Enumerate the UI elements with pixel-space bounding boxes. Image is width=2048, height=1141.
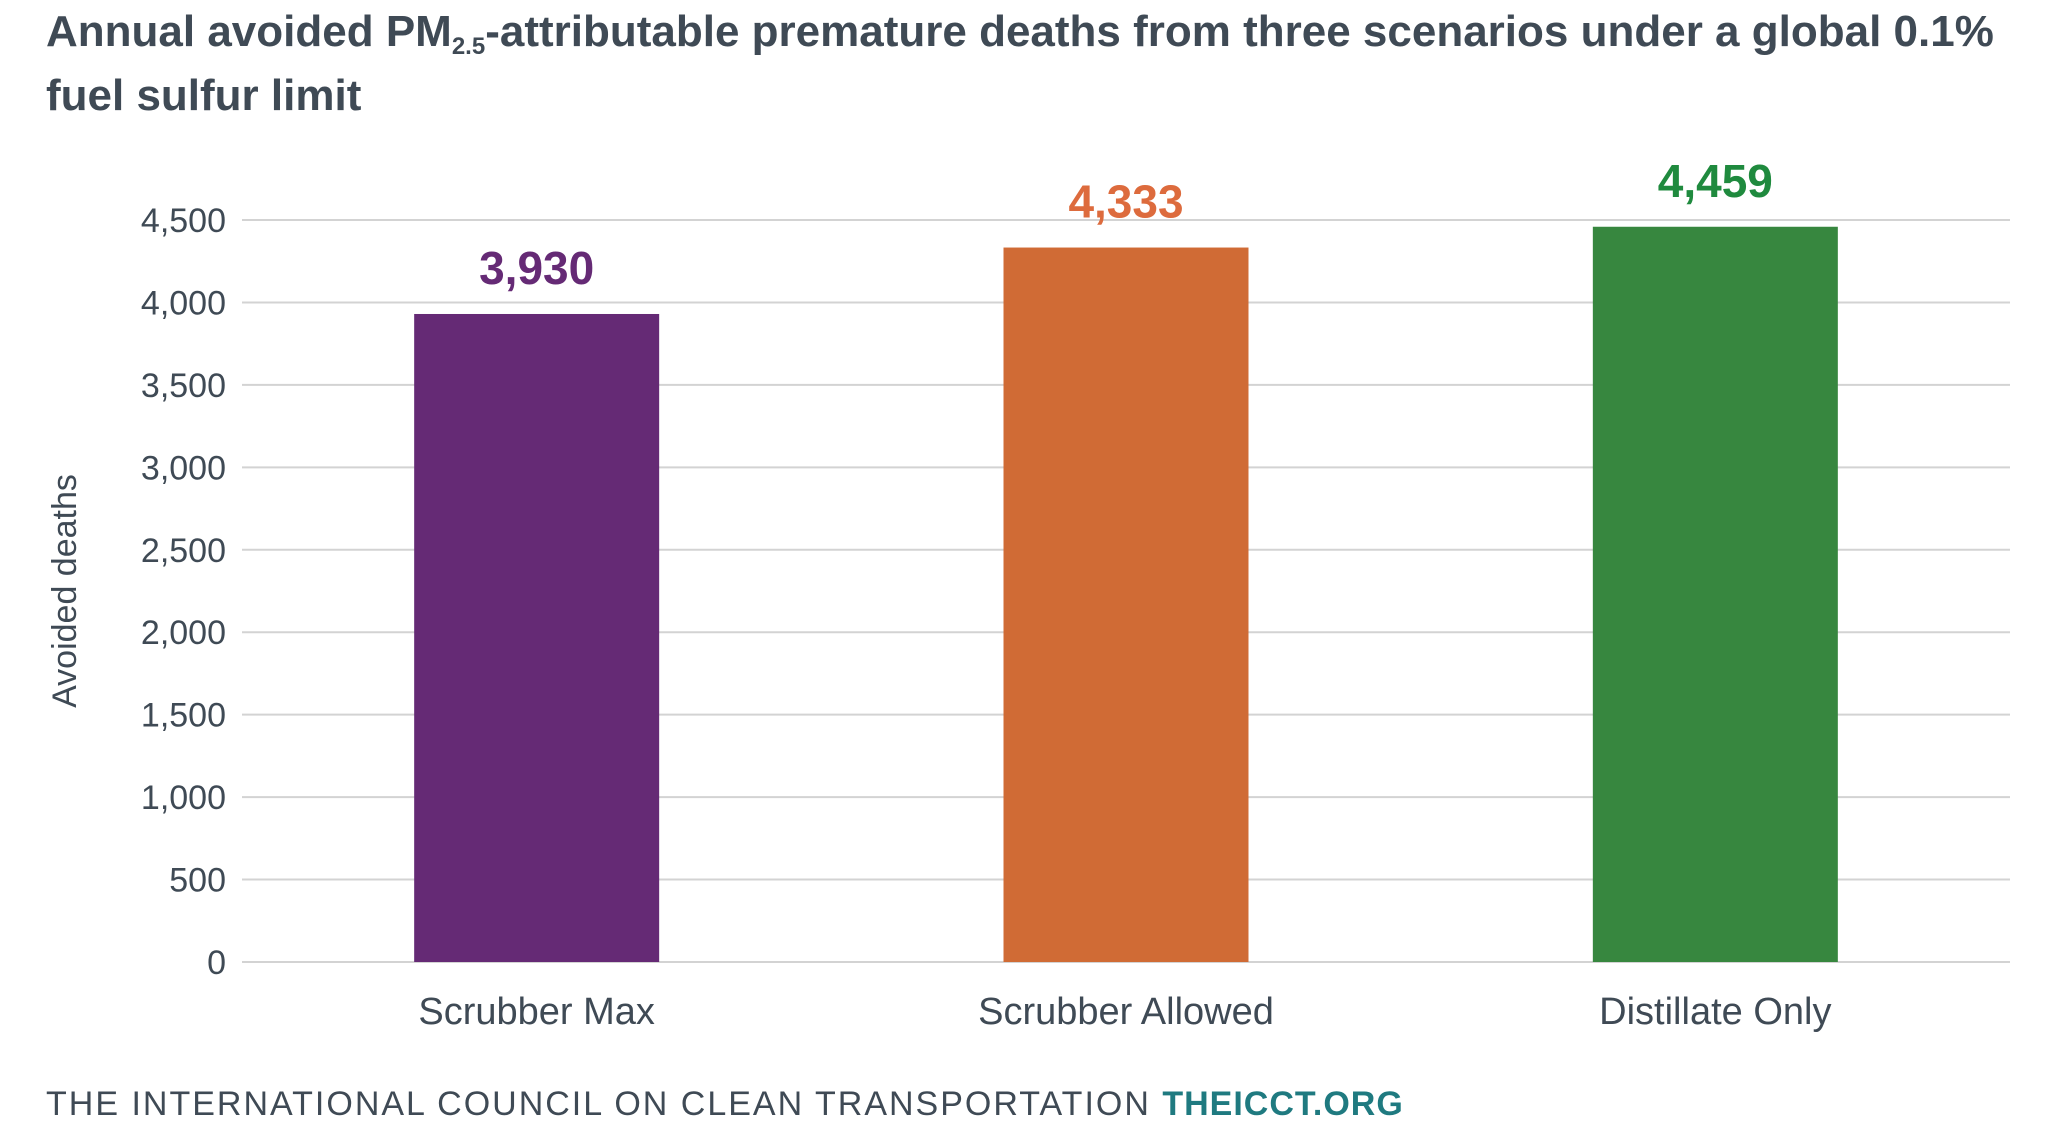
bar-value-label: 4,459 [1658,155,1773,207]
title-prefix: Annual avoided PM [46,7,452,56]
y-tick-label: 500 [169,862,226,900]
y-tick-label: 2,000 [141,614,226,652]
bar-value-label: 3,930 [479,242,594,294]
x-category-label: Scrubber Allowed [978,991,1274,1033]
y-tick-label: 2,500 [141,532,226,570]
y-axis-title: Avoided deaths [46,474,84,708]
y-tick-label: 4,500 [141,202,226,240]
title-subscript: 2.5 [451,33,486,60]
y-tick-label: 1,000 [141,779,226,817]
footer-website-link[interactable]: THEICCT.ORG [1162,1085,1404,1123]
bar [414,313,660,962]
title-suffix: -attributable premature deaths from thre… [46,7,1994,120]
footer: THE INTERNATIONAL COUNCIL ON CLEAN TRANS… [46,1085,1404,1124]
x-category-label: Scrubber Max [418,991,655,1033]
y-tick-label: 0 [207,944,226,982]
y-tick-label: 1,500 [141,697,226,735]
x-category-label: Distillate Only [1599,991,1831,1033]
y-tick-label: 3,000 [141,449,226,487]
y-tick-label: 4,000 [141,284,226,322]
bar [1003,247,1249,962]
bar [1592,226,1838,962]
bar-value-label: 4,333 [1068,176,1183,228]
y-tick-label: 3,500 [141,367,226,405]
chart-title: Annual avoided PM2.5-attributable premat… [46,0,2006,128]
footer-org-name: THE INTERNATIONAL COUNCIL ON CLEAN TRANS… [46,1085,1151,1123]
